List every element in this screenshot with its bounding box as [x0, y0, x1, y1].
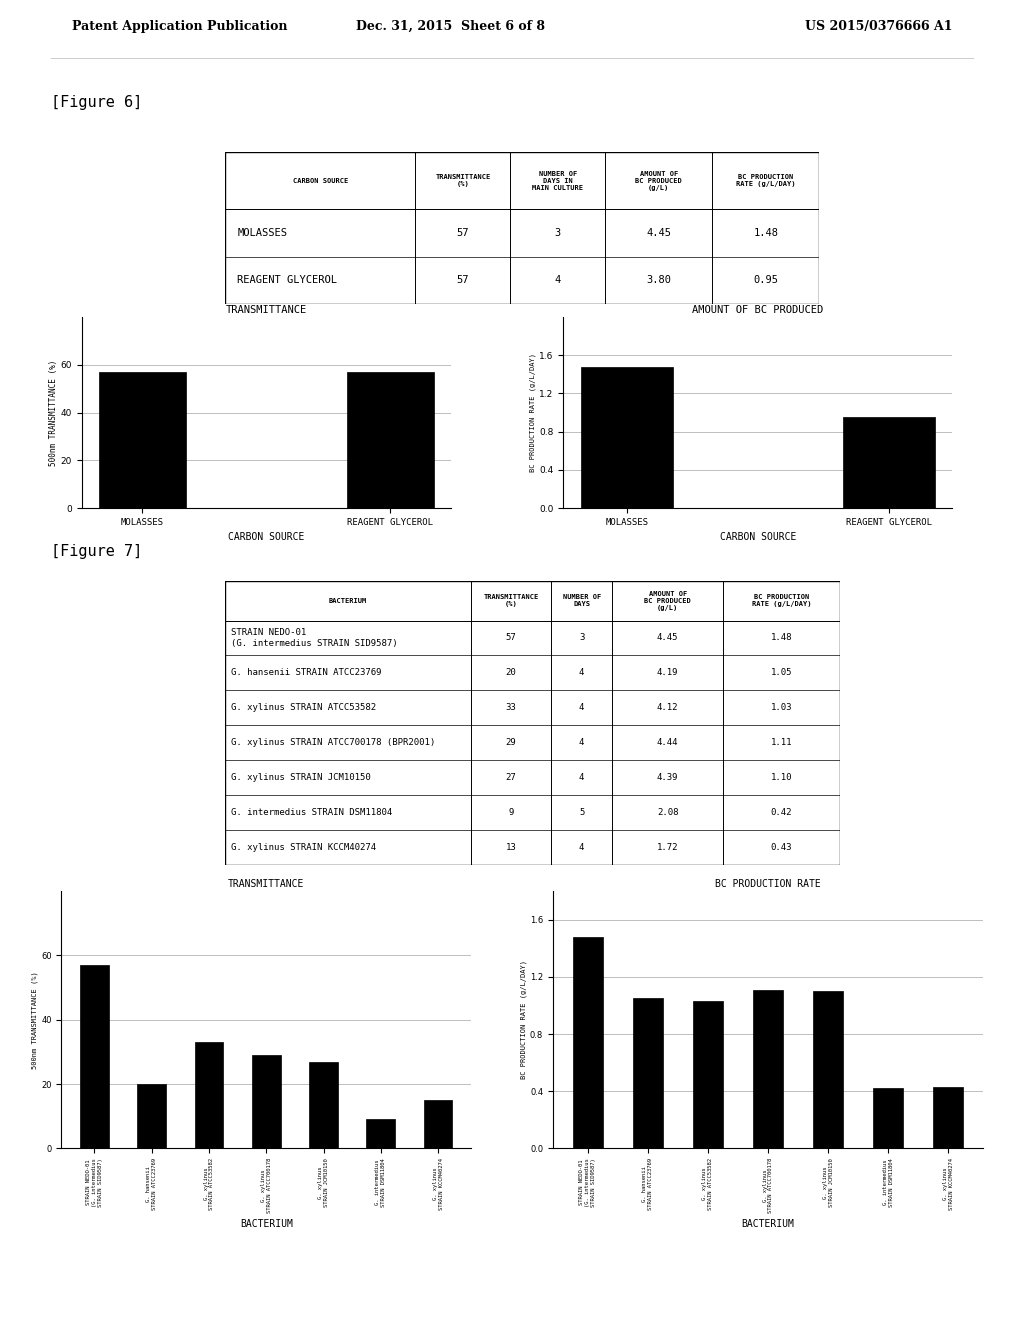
- Text: 4: 4: [579, 668, 585, 677]
- Text: NUMBER OF
DAYS: NUMBER OF DAYS: [562, 594, 601, 607]
- X-axis label: CARBON SOURCE: CARBON SOURCE: [720, 532, 796, 543]
- Text: 33: 33: [506, 704, 516, 713]
- Bar: [843, 417, 935, 508]
- Bar: [195, 1043, 223, 1148]
- Text: G. xylinus STRAIN JCM10150: G. xylinus STRAIN JCM10150: [231, 774, 371, 781]
- Text: 4.12: 4.12: [657, 704, 678, 713]
- Bar: [98, 372, 185, 508]
- Text: 27: 27: [506, 774, 516, 781]
- X-axis label: CARBON SOURCE: CARBON SOURCE: [228, 532, 304, 543]
- Text: 57: 57: [506, 634, 516, 643]
- Text: Patent Application Publication: Patent Application Publication: [72, 20, 287, 33]
- Text: 3: 3: [579, 634, 585, 643]
- Text: AMOUNT OF
BC PRODUCED
(g/L): AMOUNT OF BC PRODUCED (g/L): [636, 170, 682, 190]
- Text: 0.42: 0.42: [771, 808, 792, 817]
- Text: G. hansenii STRAIN ATCC23769: G. hansenii STRAIN ATCC23769: [231, 668, 382, 677]
- Text: 4.19: 4.19: [657, 668, 678, 677]
- Text: 4.45: 4.45: [646, 228, 672, 238]
- Text: 3: 3: [555, 228, 561, 238]
- Bar: [367, 1119, 395, 1148]
- Bar: [873, 1088, 903, 1148]
- X-axis label: BACTERIUM: BACTERIUM: [240, 1218, 293, 1229]
- Text: 4: 4: [579, 774, 585, 781]
- Text: [Figure 7]: [Figure 7]: [51, 544, 142, 558]
- Y-axis label: BC PRODUCTION RATE (g/L/DAY): BC PRODUCTION RATE (g/L/DAY): [529, 352, 537, 473]
- Title: TRANSMITTANCE: TRANSMITTANCE: [225, 305, 307, 314]
- Text: 29: 29: [506, 738, 516, 747]
- Title: AMOUNT OF BC PRODUCED: AMOUNT OF BC PRODUCED: [692, 305, 823, 314]
- Text: 5: 5: [579, 808, 585, 817]
- Y-axis label: BC PRODUCTION RATE (g/L/DAY): BC PRODUCTION RATE (g/L/DAY): [521, 960, 527, 1080]
- Text: 4: 4: [579, 842, 585, 851]
- Text: 4.45: 4.45: [657, 634, 678, 643]
- Bar: [753, 990, 783, 1148]
- Text: 4: 4: [579, 704, 585, 713]
- Text: 1.48: 1.48: [754, 228, 778, 238]
- Text: 4: 4: [555, 275, 561, 285]
- Text: 3.80: 3.80: [646, 275, 672, 285]
- Bar: [424, 1100, 453, 1148]
- Text: REAGENT GLYCEROL: REAGENT GLYCEROL: [238, 275, 337, 285]
- Text: 1.48: 1.48: [771, 634, 792, 643]
- Text: 9: 9: [508, 808, 514, 817]
- Text: 0.43: 0.43: [771, 842, 792, 851]
- Text: 13: 13: [506, 842, 516, 851]
- Text: 1.03: 1.03: [771, 704, 792, 713]
- Bar: [309, 1061, 338, 1148]
- Text: G. xylinus STRAIN ATCC53582: G. xylinus STRAIN ATCC53582: [231, 704, 377, 713]
- Text: G. xylinus STRAIN KCCM40274: G. xylinus STRAIN KCCM40274: [231, 842, 377, 851]
- Text: 2.08: 2.08: [657, 808, 678, 817]
- Text: TRANSMITTANCE
(%): TRANSMITTANCE (%): [483, 594, 539, 607]
- Bar: [934, 1086, 964, 1148]
- Text: G. intermedius STRAIN DSM11804: G. intermedius STRAIN DSM11804: [231, 808, 392, 817]
- Bar: [813, 991, 843, 1148]
- Bar: [137, 1084, 166, 1148]
- Text: 1.05: 1.05: [771, 668, 792, 677]
- Bar: [572, 937, 602, 1148]
- Bar: [633, 998, 663, 1148]
- Bar: [80, 965, 109, 1148]
- Bar: [581, 367, 673, 508]
- Text: US 2015/0376666 A1: US 2015/0376666 A1: [805, 20, 952, 33]
- Text: 0.95: 0.95: [754, 275, 778, 285]
- Text: STRAIN NEDO-01
(G. intermedius STRAIN SID9587): STRAIN NEDO-01 (G. intermedius STRAIN SI…: [231, 628, 398, 648]
- Y-axis label: 500nm TRANSMITTANCE (%): 500nm TRANSMITTANCE (%): [32, 970, 38, 1069]
- Title: TRANSMITTANCE: TRANSMITTANCE: [228, 879, 304, 888]
- Text: 57: 57: [457, 228, 469, 238]
- Text: 4.44: 4.44: [657, 738, 678, 747]
- Text: G. xylinus STRAIN ATCC700178 (BPR2001): G. xylinus STRAIN ATCC700178 (BPR2001): [231, 738, 435, 747]
- Text: 1.72: 1.72: [657, 842, 678, 851]
- Text: BC PRODUCTION
RATE (g/L/DAY): BC PRODUCTION RATE (g/L/DAY): [752, 594, 811, 607]
- X-axis label: BACTERIUM: BACTERIUM: [741, 1218, 795, 1229]
- Text: AMOUNT OF
BC PRODUCED
(g/L): AMOUNT OF BC PRODUCED (g/L): [644, 590, 691, 611]
- Text: TRANSMITTANCE
(%): TRANSMITTANCE (%): [435, 174, 490, 187]
- Text: Dec. 31, 2015  Sheet 6 of 8: Dec. 31, 2015 Sheet 6 of 8: [356, 20, 545, 33]
- Text: [Figure 6]: [Figure 6]: [51, 95, 142, 110]
- Text: 1.11: 1.11: [771, 738, 792, 747]
- Text: BC PRODUCTION
RATE (g/L/DAY): BC PRODUCTION RATE (g/L/DAY): [736, 174, 796, 187]
- Title: BC PRODUCTION RATE: BC PRODUCTION RATE: [715, 879, 821, 888]
- Text: 4: 4: [579, 738, 585, 747]
- Bar: [347, 372, 434, 508]
- Text: 57: 57: [457, 275, 469, 285]
- Bar: [693, 1001, 723, 1148]
- Text: NUMBER OF
DAYS IN
MAIN CULTURE: NUMBER OF DAYS IN MAIN CULTURE: [532, 170, 584, 190]
- Text: MOLASSES: MOLASSES: [238, 228, 287, 238]
- Text: 20: 20: [506, 668, 516, 677]
- Text: 4.39: 4.39: [657, 774, 678, 781]
- Bar: [252, 1055, 281, 1148]
- Text: CARBON SOURCE: CARBON SOURCE: [293, 178, 348, 183]
- Text: BACTERIUM: BACTERIUM: [329, 598, 368, 603]
- Y-axis label: 500nm TRANSMITTANCE (%): 500nm TRANSMITTANCE (%): [49, 359, 58, 466]
- Text: 1.10: 1.10: [771, 774, 792, 781]
